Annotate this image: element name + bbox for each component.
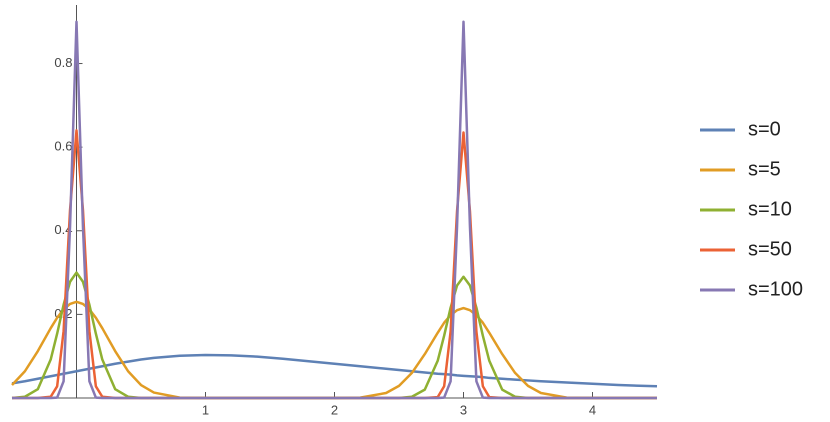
line-series (11, 353, 658, 388)
line-series (11, 300, 657, 400)
legend-label: s=10 (748, 198, 792, 220)
line-series (12, 20, 657, 400)
y-tick-label: 0.6 (54, 139, 72, 154)
x-tick-label: 2 (331, 402, 338, 417)
x-tick-label: 3 (460, 402, 467, 417)
legend-label: s=5 (748, 158, 781, 180)
y-tick-label: 0.8 (54, 55, 72, 70)
x-tick-label: 4 (589, 402, 596, 417)
legend-label: s=100 (748, 278, 803, 300)
legend-label: s=0 (748, 118, 781, 140)
line-series (11, 271, 657, 400)
x-tick-label: 1 (202, 402, 209, 417)
legend-label: s=50 (748, 238, 792, 260)
line-series (12, 129, 657, 400)
